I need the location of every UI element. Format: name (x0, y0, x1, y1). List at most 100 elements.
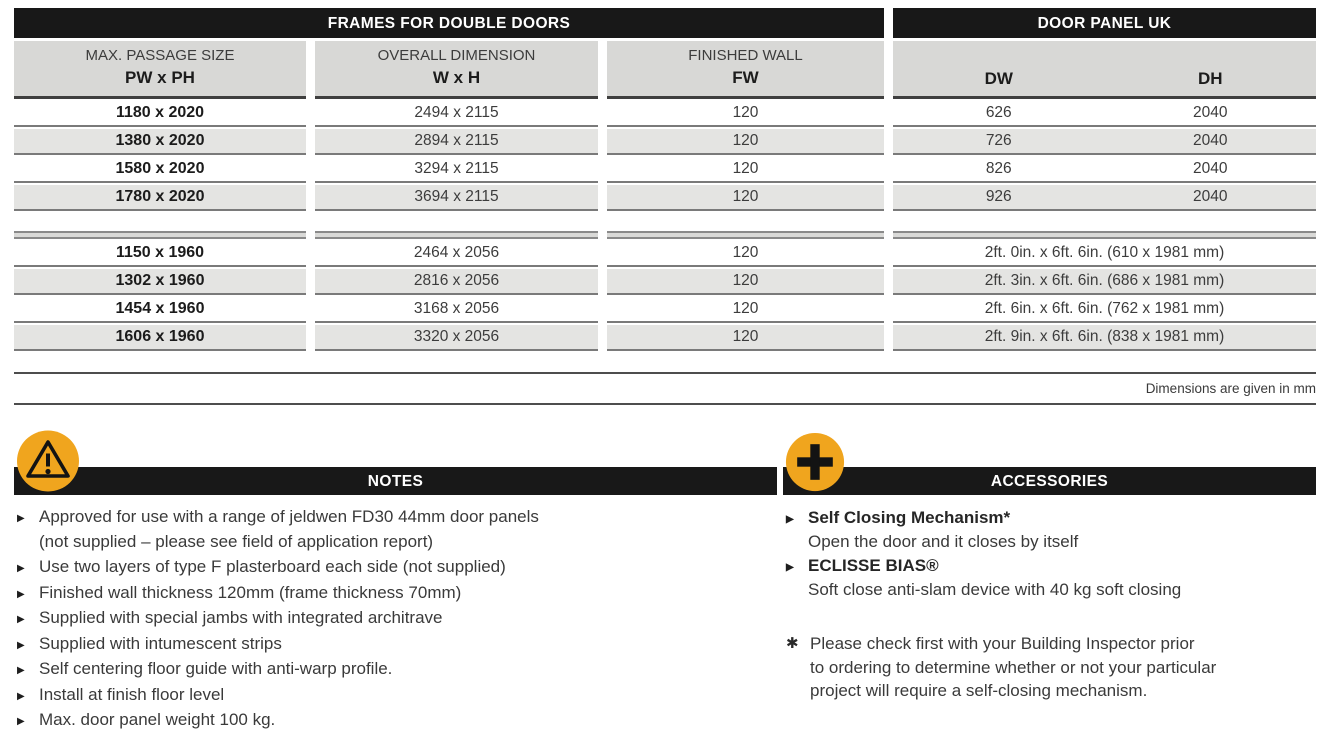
col-finished-wall: FINISHED WALL FW (607, 41, 884, 99)
finished-wall: 120 (607, 185, 884, 211)
col1-sub: PW x PH (125, 68, 195, 87)
overall-dimension: 3168 x 2056 (315, 297, 598, 323)
dw-value: 726 (985, 132, 1012, 149)
note-item: ▶ Supplied with special jambs with integr… (14, 606, 777, 631)
group-gap (14, 211, 1316, 231)
finished-wall: 120 (607, 297, 884, 323)
col-dw-dh: DW DH (893, 41, 1316, 99)
triangle-bullet-icon: ▶ (17, 513, 25, 524)
note-item: ▶ Finished wall thickness 120mm (frame th… (14, 581, 777, 606)
accessories-list: ▶ Self Closing Mechanism* Open the door a… (783, 506, 1316, 703)
group-separator (14, 231, 1316, 239)
finished-wall: 120 (607, 129, 884, 155)
note-item: ▶ Use two layers of type F plasterboard e… (14, 555, 777, 580)
dh-value: 2040 (1193, 132, 1228, 149)
triangle-bullet-icon: ▶ (17, 665, 25, 676)
passage-size: 1380 x 2020 (14, 129, 306, 155)
overall-dimension: 2494 x 2115 (315, 101, 598, 127)
passage-size: 1150 x 1960 (14, 241, 306, 267)
accessory-title: ECLISSE BIAS® (808, 556, 939, 575)
units-note-band: Dimensions are given in mm (14, 372, 1316, 405)
door-panel-size: 2ft. 9in. x 6ft. 6in. (838 x 1981 mm) (893, 325, 1316, 351)
notes-list: ▶ Approved for use with a range of jeldwe… (14, 505, 777, 733)
table-row: 1780 x 2020 3694 x 2115 120 926 2040 (14, 185, 1316, 211)
table-row: 1380 x 2020 2894 x 2115 120 726 2040 (14, 129, 1316, 155)
col5-sub: DH (1197, 69, 1223, 88)
dimensions-table: FRAMES FOR DOUBLE DOORS DOOR PANEL UK MA… (14, 8, 1316, 405)
note-item: ▶ Approved for use with a range of jeldwe… (17, 507, 539, 551)
bottom-section: NOTES ▶ Approved for use with a range of … (14, 430, 1316, 734)
door-panel: 826 2040 (893, 157, 1316, 183)
table-row: 1302 x 1960 2816 x 2056 120 2ft. 3in. x … (14, 269, 1316, 295)
accessory-title: Self Closing Mechanism* (808, 508, 1011, 527)
dh-value: 2040 (1193, 104, 1228, 121)
warning-icon (17, 430, 79, 492)
accessories-title-bar: ACCESSORIES (783, 467, 1316, 495)
passage-size: 1454 x 1960 (14, 297, 306, 323)
overall-dimension: 3320 x 2056 (315, 325, 598, 351)
asterisk-icon: ✱ (786, 635, 799, 652)
units-note: Dimensions are given in mm (1145, 381, 1316, 396)
dh-value: 2040 (1193, 160, 1228, 177)
finished-wall: 120 (607, 269, 884, 295)
door-panel: 926 2040 (893, 185, 1316, 211)
col3-label: FINISHED WALL (688, 47, 803, 64)
accessory-item: ▶ Self Closing Mechanism* Open the door a… (783, 506, 1316, 554)
accessories-footnote: ✱ Please check first with your Building … (783, 632, 1316, 703)
door-panel-size: 2ft. 3in. x 6ft. 6in. (686 x 1981 mm) (893, 269, 1316, 295)
overall-dimension: 3694 x 2115 (315, 185, 598, 211)
triangle-bullet-icon: ▶ (17, 639, 25, 651)
door-panel-size: 2ft. 0in. x 6ft. 6in. (610 x 1981 mm) (893, 241, 1316, 267)
notes-title-bar: NOTES (14, 467, 777, 495)
note-item: ▶ Install at finish floor level (14, 683, 777, 708)
door-panel: 726 2040 (893, 129, 1316, 155)
triangle-bullet-icon: ▶ (786, 514, 794, 525)
header-gap (884, 8, 893, 38)
finished-wall: 120 (607, 241, 884, 267)
col3-sub: FW (732, 68, 759, 87)
triangle-bullet-icon: ▶ (17, 614, 25, 625)
dw-value: 626 (985, 104, 1012, 121)
note-item: ▶ Max. door panel weight 100 kg. (14, 708, 777, 733)
door-panel: 626 2040 (893, 101, 1316, 127)
accessory-description: Soft close anti-slam device with 40 kg s… (808, 580, 1182, 599)
header-door-panel-uk: DOOR PANEL UK (893, 8, 1316, 38)
triangle-bullet-icon: ▶ (17, 690, 25, 702)
finished-wall: 120 (607, 101, 884, 127)
table-row: 1454 x 1960 3168 x 2056 120 2ft. 6in. x … (14, 297, 1316, 323)
finished-wall: 120 (607, 157, 884, 183)
triangle-bullet-icon: ▶ (17, 588, 25, 600)
overall-dimension: 2894 x 2115 (315, 129, 598, 155)
table-row: 1580 x 2020 3294 x 2115 120 826 2040 (14, 157, 1316, 183)
col-overall-dimension: OVERALL DIMENSION W x H (315, 41, 598, 99)
dw-value: 926 (985, 188, 1012, 205)
triangle-bullet-icon: ▶ (17, 716, 25, 727)
overall-dimension: 2464 x 2056 (315, 241, 598, 267)
col2-sub: W x H (432, 68, 481, 87)
col2-label: OVERALL DIMENSION (377, 47, 536, 64)
table-subheader-row: MAX. PASSAGE SIZE PW x PH OVERALL DIMENS… (14, 41, 1316, 99)
col-max-passage-size: MAX. PASSAGE SIZE PW x PH (14, 41, 306, 99)
overall-dimension: 3294 x 2115 (315, 157, 598, 183)
passage-size: 1180 x 2020 (14, 101, 306, 127)
accessory-description: Open the door and it closes by itself (808, 532, 1079, 551)
table-row: 1150 x 1960 2464 x 2056 120 2ft. 0in. x … (14, 241, 1316, 267)
finished-wall: 120 (607, 325, 884, 351)
note-item: ▶ Self centering floor guide with anti-wa… (14, 657, 777, 682)
accessory-item: ▶ ECLISSE BIAS® Soft close anti-slam devi… (783, 554, 1316, 602)
accessories-section: ACCESSORIES ▶ Self Closing Mechanism* Ope… (783, 430, 1316, 734)
passage-size: 1780 x 2020 (14, 185, 306, 211)
dw-value: 826 (985, 160, 1012, 177)
table-row: 1606 x 1960 3320 x 2056 120 2ft. 9in. x … (14, 325, 1316, 351)
note-item: ▶ Supplied with intumescent strips (14, 632, 777, 657)
overall-dimension: 2816 x 2056 (315, 269, 598, 295)
notes-section: NOTES ▶ Approved for use with a range of … (14, 430, 777, 734)
passage-size: 1580 x 2020 (14, 157, 306, 183)
dh-value: 2040 (1193, 188, 1228, 205)
plus-icon (785, 432, 845, 492)
passage-size: 1302 x 1960 (14, 269, 306, 295)
passage-size: 1606 x 1960 (14, 325, 306, 351)
col4-sub: DW (984, 69, 1013, 88)
table-row: 1180 x 2020 2494 x 2115 120 626 2040 (14, 101, 1316, 127)
col1-label: MAX. PASSAGE SIZE (85, 47, 235, 64)
